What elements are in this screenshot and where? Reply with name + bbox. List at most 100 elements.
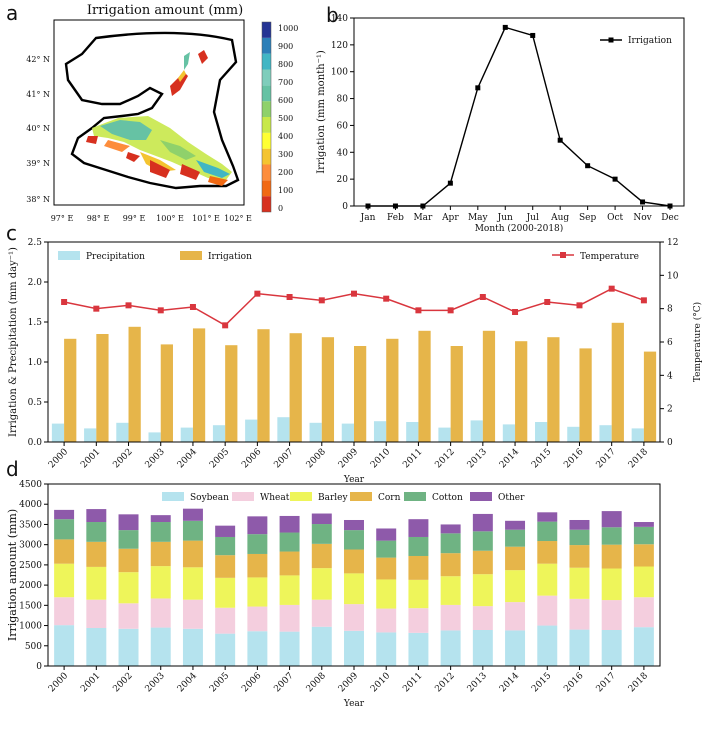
x-tick-label: May: [468, 213, 489, 223]
x-tick-label: 2015: [530, 671, 553, 694]
panel-c: c 0.0 0.5 1.0 1.5 2.0 2.5 0 2 4 6 8 10 12 2000 2001 200…: [0, 221, 712, 488]
stacked-bar-other: [537, 512, 558, 522]
stacked-bar-other: [215, 525, 236, 537]
colorbar-swatch: [262, 117, 271, 133]
precipitation-bar: [84, 428, 97, 442]
colorbar-swatch: [262, 22, 271, 38]
irrigation-point: [640, 199, 646, 205]
irrigation-bar: [643, 351, 657, 442]
irrigation-point: [557, 137, 563, 143]
stacked-bar-other: [633, 522, 654, 527]
y-right-tick-label: 12: [667, 238, 678, 248]
x-tick-label: 2003: [144, 671, 167, 694]
y-tick-label: 3000: [19, 541, 42, 551]
legend-swatch-precipitation: [58, 251, 80, 260]
x-axis-label: Month (2000-2018): [475, 223, 564, 232]
x-tick-label: Dec: [661, 213, 679, 223]
y-tick-label: 140: [331, 14, 348, 24]
colorbar-tick: 1000: [278, 24, 298, 33]
map-y-tick: 39° N: [26, 159, 50, 168]
precipitation-bar: [212, 425, 226, 442]
stacked-bar-wheat: [182, 599, 203, 629]
precipitation-bar: [373, 421, 387, 442]
irrigation-line: [368, 26, 671, 207]
stacked-bar-barley: [150, 566, 171, 599]
x-tick-label: Mar: [413, 213, 433, 223]
panel-label-c: c: [6, 224, 17, 245]
irrigation-point: [585, 163, 591, 169]
y-tick-label: 120: [331, 41, 348, 51]
x-tick-label: 2009: [337, 671, 360, 694]
temperature-point: [351, 290, 357, 297]
y-tick-label: 2000: [19, 581, 42, 591]
stacked-bar-corn: [472, 550, 493, 575]
legend-marker: [608, 37, 614, 43]
precipitation-bar: [438, 427, 451, 442]
y-tick-label: 80: [337, 95, 349, 105]
y-axis-label: Irrigation & Precipitation (mm day⁻¹): [8, 247, 19, 437]
stacked-bar-soybean: [150, 627, 171, 666]
y-right-tick-label: 10: [667, 271, 679, 281]
stacked-bar-other: [311, 513, 332, 525]
temperature-point: [512, 309, 519, 315]
stacked-bar-corn: [505, 546, 526, 571]
stacked-bar-wheat: [215, 607, 236, 634]
stacked-bar-cotton: [601, 527, 622, 545]
stacked-bar-corn: [247, 553, 268, 578]
colorbar-swatch: [262, 132, 271, 149]
legend-label-precipitation: Precipitation: [86, 252, 145, 262]
stacked-bar-corn: [118, 548, 139, 573]
x-tick-label: 2014: [498, 671, 521, 694]
precipitation-bar: [148, 432, 161, 442]
y-tick-label: 100: [331, 68, 348, 78]
stacked-bar-soybean: [118, 628, 139, 666]
precipitation-bar: [180, 427, 193, 442]
legend-label: Wheat: [260, 493, 290, 503]
stacked-bar-other: [247, 516, 268, 535]
precipitation-bar: [51, 423, 65, 442]
x-tick-label: 2013: [466, 671, 489, 694]
temperature-point: [222, 322, 229, 329]
stacked-bar-other: [54, 509, 75, 520]
legend-swatch: [290, 492, 312, 501]
stacked-bar-barley: [311, 568, 332, 600]
colorbar-swatch: [262, 37, 271, 54]
stacked-bar-barley: [472, 574, 493, 607]
stacked-bar-cotton: [505, 529, 526, 547]
y-tick-label: 1.5: [28, 318, 43, 328]
y-tick-label: 0: [342, 202, 348, 212]
x-tick-label: 2018: [627, 671, 650, 694]
irrigation-bar: [579, 348, 592, 442]
stacked-bar-wheat: [344, 604, 364, 631]
colorbar-tick: 300: [278, 150, 293, 159]
irrigation-bar: [321, 337, 335, 442]
legend-label: Irrigation: [628, 36, 672, 46]
irrigation-bar: [96, 334, 109, 442]
x-tick-label: Nov: [633, 213, 652, 223]
x-axis-label: Year: [343, 475, 365, 485]
precipitation-bar: [567, 426, 580, 442]
stacked-bar-barley: [633, 566, 654, 598]
irrigation-bar: [192, 328, 206, 442]
temperature-point: [383, 295, 390, 302]
stacked-bar-cotton: [472, 531, 493, 551]
x-tick-label: 2005: [208, 671, 231, 694]
stacked-bar-soybean: [215, 633, 236, 666]
irrigation-bar: [450, 346, 463, 442]
stacked-bar-wheat: [279, 604, 300, 632]
stacked-bar-wheat: [247, 606, 268, 632]
colorbar-tick: 100: [278, 186, 293, 195]
stacked-bar-wheat: [601, 600, 622, 631]
irrigation-point: [667, 203, 673, 209]
x-tick-label: 2017: [595, 671, 618, 694]
colorbar-swatch: [262, 164, 271, 181]
stacked-bar-soybean: [472, 630, 493, 666]
map-y-ticks: 38° N 39° N 40° N 41° N 42° N: [26, 55, 50, 204]
map-y-tick: 40° N: [26, 124, 50, 133]
stacked-bar-other: [472, 513, 493, 532]
y-right-tick-label: 6: [667, 338, 673, 348]
stacked-bar-corn: [86, 541, 107, 567]
map-x-tick: 101° E: [192, 214, 220, 223]
x-tick-label: 2007: [272, 671, 295, 694]
colorbar-tick: 700: [278, 78, 293, 87]
